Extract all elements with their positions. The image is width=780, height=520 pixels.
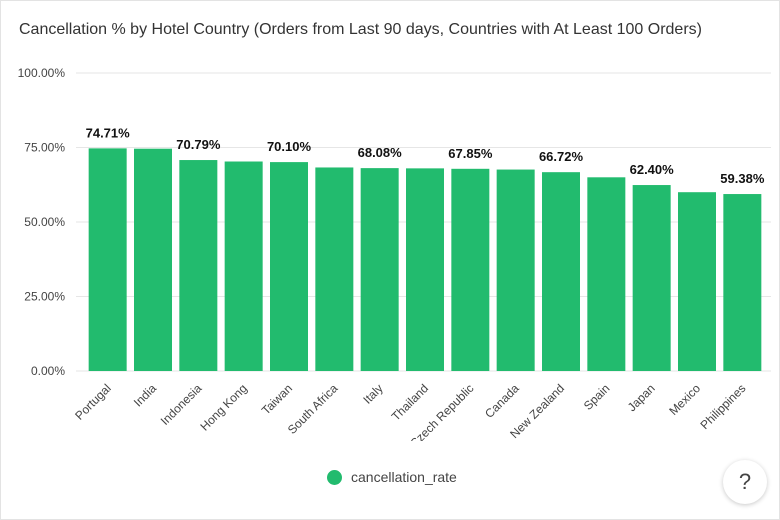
help-button[interactable]: ? — [723, 460, 767, 504]
bar — [270, 162, 308, 371]
bar — [88, 148, 127, 371]
legend-swatch — [327, 469, 342, 485]
bar — [678, 192, 716, 371]
data-label: 59.38% — [720, 171, 765, 186]
x-tick-label: Canada — [482, 381, 522, 421]
data-label: 66.72% — [539, 149, 584, 164]
bar — [315, 167, 354, 371]
x-tick-label: Taiwan — [259, 381, 295, 417]
bar — [224, 161, 263, 371]
chart-title: Cancellation % by Hotel Country (Orders … — [19, 21, 702, 38]
data-label: 62.40% — [630, 162, 675, 177]
bar — [134, 148, 172, 371]
data-label: 70.79% — [176, 137, 221, 152]
x-tick-label: Hong Kong — [197, 381, 249, 433]
bar — [406, 168, 444, 371]
bar — [542, 172, 580, 371]
x-tick-label: Thailand — [389, 381, 431, 423]
x-tick-label: Portugal — [72, 381, 114, 423]
legend-label: cancellation_rate — [351, 469, 457, 485]
data-label: 67.85% — [448, 146, 493, 161]
bar — [496, 169, 535, 371]
y-tick-label: 0.00% — [31, 364, 65, 378]
bar — [451, 168, 490, 371]
data-label: 70.10% — [267, 139, 312, 154]
x-tick-label: Indonesia — [158, 381, 205, 428]
legend[interactable]: cancellation_rate — [327, 469, 457, 485]
bar — [179, 160, 218, 371]
x-tick-label: India — [131, 381, 160, 410]
y-tick-label: 50.00% — [24, 215, 65, 229]
x-tick-label: Philippines — [698, 381, 749, 432]
bar — [632, 185, 671, 371]
x-tick-label: Italy — [360, 381, 385, 406]
data-label: 68.08% — [358, 145, 403, 160]
question-mark-icon: ? — [738, 469, 752, 494]
x-tick-label: Spain — [581, 381, 613, 413]
bar — [360, 168, 399, 371]
bar — [587, 177, 626, 371]
bar — [723, 194, 762, 371]
data-label: 74.71% — [86, 125, 131, 140]
x-tick-label: Mexico — [666, 381, 703, 418]
x-tick-label: Japan — [625, 381, 658, 414]
y-tick-label: 75.00% — [24, 141, 65, 155]
bar-chart: 0.00% 25.00% 50.00% 75.00% 100.00% 74.71% Port… — [18, 66, 771, 441]
y-tick-label: 100.00% — [18, 66, 66, 80]
y-tick-label: 25.00% — [24, 290, 65, 304]
